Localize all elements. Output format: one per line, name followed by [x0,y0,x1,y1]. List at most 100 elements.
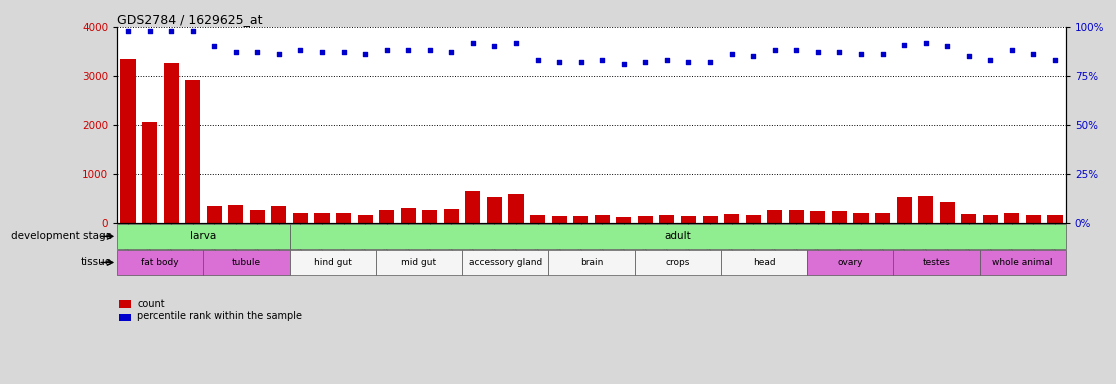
Bar [121,59,135,223]
Bar [681,216,696,223]
Point [270,51,288,57]
Point [701,59,719,65]
Text: GDS2784 / 1629625_at: GDS2784 / 1629625_at [117,13,262,26]
Bar [444,209,459,223]
Text: percentile rank within the sample: percentile rank within the sample [137,311,302,321]
Point [529,57,547,63]
Bar [185,80,200,223]
Point [939,43,956,50]
Point [227,49,244,55]
Bar [940,202,955,223]
Text: tubule: tubule [232,258,261,267]
Point [960,53,978,59]
Point [571,59,589,65]
Point [184,28,202,34]
Bar [660,215,674,223]
Bar [462,250,548,275]
Bar [290,250,376,275]
Bar [875,213,891,223]
Point [895,41,913,48]
Bar [635,250,721,275]
Bar [315,213,329,223]
Text: larva: larva [191,231,217,242]
Bar [203,250,290,275]
Bar [918,196,933,223]
Text: whole animal: whole animal [992,258,1052,267]
Bar [745,215,761,223]
Point [141,28,158,34]
Point [249,49,267,55]
Bar [724,214,739,223]
Text: head: head [752,258,776,267]
Point [1046,57,1064,63]
Point [766,47,783,53]
Text: fat body: fat body [142,258,179,267]
Bar [551,216,567,223]
Point [852,51,869,57]
Point [809,49,827,55]
Point [680,59,698,65]
Point [788,47,806,53]
Point [1024,51,1042,57]
Point [421,47,439,53]
Point [550,59,568,65]
Point [744,53,762,59]
Bar [548,250,635,275]
Bar [831,212,847,223]
Text: ovary: ovary [837,258,863,267]
Bar [574,216,588,223]
Point [507,40,525,46]
Bar [290,224,1066,249]
Point [377,47,395,53]
Bar [509,194,523,223]
Point [830,49,848,55]
Bar [228,205,243,223]
Point [205,43,223,50]
Bar [789,210,804,223]
Point [335,49,353,55]
Bar [164,63,179,223]
Point [356,51,374,57]
Point [916,40,934,46]
Point [485,43,503,50]
Text: count: count [137,299,165,309]
Bar [983,215,998,223]
Point [615,61,633,67]
Bar [1048,215,1062,223]
Bar [530,215,545,223]
Bar [854,213,868,223]
Bar [292,213,308,223]
Point [723,51,741,57]
Bar [357,215,373,223]
Text: brain: brain [580,258,603,267]
Bar [401,208,416,223]
Text: testes: testes [923,258,951,267]
Bar [117,250,203,275]
Point [442,49,460,55]
Bar [807,250,893,275]
Bar [896,197,912,223]
Bar [376,250,462,275]
Point [119,28,137,34]
Point [400,47,417,53]
Point [314,49,331,55]
Bar [465,191,481,223]
Bar [638,216,653,223]
Point [874,51,892,57]
Bar [980,250,1066,275]
Bar [893,250,980,275]
Bar [961,214,976,223]
Bar [1026,215,1041,223]
Bar [422,210,437,223]
Bar [487,197,502,223]
Bar [250,210,264,223]
Bar [336,213,352,223]
Text: tissue: tissue [80,257,112,268]
Bar [767,210,782,223]
Point [981,57,999,63]
Text: mid gut: mid gut [402,258,436,267]
Text: accessory gland: accessory gland [469,258,542,267]
Point [594,57,612,63]
Bar [721,250,807,275]
Bar [702,216,718,223]
